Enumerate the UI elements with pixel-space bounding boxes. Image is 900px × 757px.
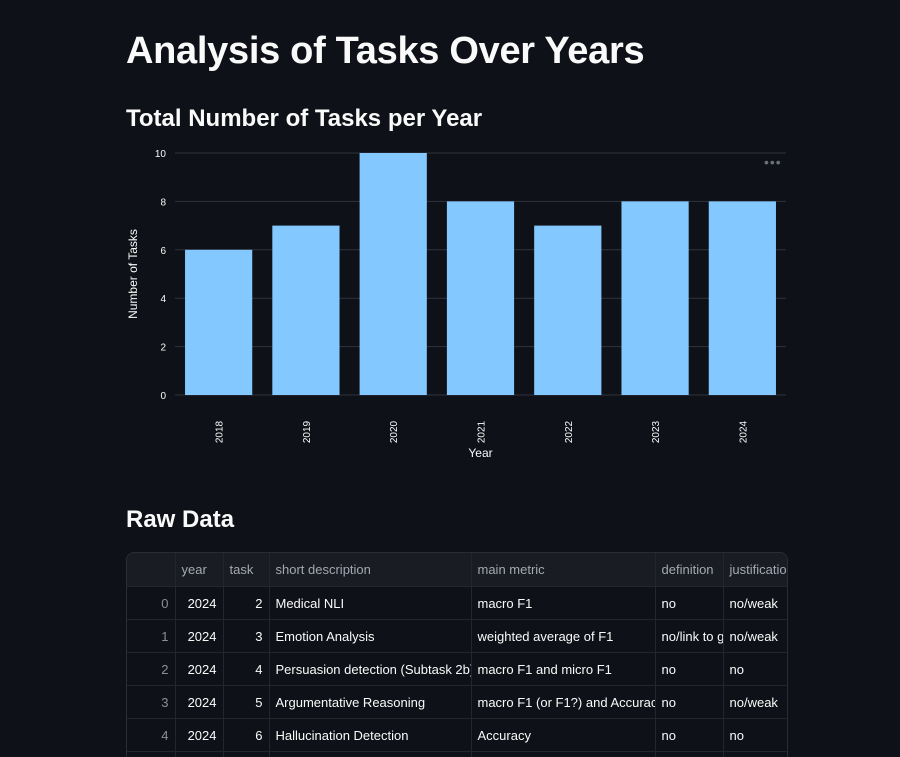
table-cell[interactable]: 5 — [223, 685, 270, 719]
table-cell[interactable]: 2024 — [175, 652, 224, 686]
x-tick-label: 2020 — [389, 420, 400, 443]
y-tick-label: 6 — [160, 246, 166, 257]
page-title: Analysis of Tasks Over Years — [126, 30, 645, 72]
table-cell[interactable]: 2 — [223, 586, 270, 620]
table-cell[interactable]: 2024 — [175, 718, 224, 752]
y-tick-label: 4 — [160, 294, 166, 305]
x-tick-label: 2022 — [564, 420, 575, 443]
y-axis-label: Number of Tasks — [126, 229, 140, 319]
bar-2020 — [359, 153, 427, 395]
table-cell[interactable]: macro F1 (or F1?) and Accuracy — [471, 685, 656, 719]
bar-2024 — [708, 201, 776, 395]
table-cell[interactable] — [269, 751, 472, 757]
bar-2019 — [272, 225, 340, 395]
table-row[interactable]: 1 2024 3 Emotion Analysis weighted average o… — [127, 619, 787, 653]
table-row[interactable]: 5 — [127, 751, 787, 757]
y-tick-label: 8 — [160, 197, 166, 208]
bar-2023 — [621, 201, 689, 395]
table-cell[interactable] — [723, 751, 787, 757]
row-index[interactable]: 4 — [127, 718, 176, 752]
column-header[interactable]: justification — [723, 553, 787, 587]
x-axis-label: Year — [468, 446, 492, 460]
chart-section-title: Total Number of Tasks per Year — [126, 105, 483, 132]
table-cell[interactable]: no — [723, 718, 787, 752]
bar-2021 — [446, 201, 515, 395]
table-cell[interactable]: 2024 — [175, 586, 224, 620]
column-header[interactable]: short description — [269, 553, 472, 587]
table-cell[interactable]: no — [655, 685, 724, 719]
table-cell[interactable]: 6 — [223, 718, 270, 752]
table-cell[interactable]: Hallucination Detection — [269, 718, 472, 752]
row-index[interactable]: 5 — [127, 751, 176, 757]
table-cell[interactable]: no — [655, 652, 724, 686]
table-row[interactable]: 2 2024 4 Persuasion detection (Subtask 2b) m… — [127, 652, 787, 686]
table-cell[interactable]: no/weak — [723, 685, 787, 719]
bar-2022 — [534, 225, 602, 395]
column-header[interactable] — [127, 553, 176, 587]
raw-data-table[interactable]: year task short description main metric defi… — [126, 552, 788, 757]
table-cell[interactable]: no — [655, 586, 724, 620]
bar-chart: 0 2 4 6 8 10 2018 2019 2020 2021 2022 2023 2024 Year N… — [126, 149, 786, 460]
table-cell[interactable]: 4 — [223, 652, 270, 686]
table-cell[interactable]: no/link to g — [655, 619, 724, 653]
table-cell[interactable]: weighted average of F1 — [471, 619, 656, 653]
data-table: year task short description main metric defi… — [127, 553, 787, 757]
table-cell[interactable]: no — [723, 652, 787, 686]
x-tick-label: 2021 — [477, 420, 488, 443]
table-cell[interactable]: 3 — [223, 619, 270, 653]
table-cell[interactable]: Accuracy — [471, 718, 656, 752]
table-cell[interactable]: Medical NLI — [269, 586, 472, 620]
row-index[interactable]: 2 — [127, 652, 176, 686]
column-header[interactable]: year — [175, 553, 224, 587]
table-cell[interactable]: no — [655, 718, 724, 752]
table-cell[interactable]: Argumentative Reasoning — [269, 685, 472, 719]
table-cell[interactable] — [471, 751, 656, 757]
y-tick-label: 2 — [160, 343, 166, 354]
table-cell[interactable]: Emotion Analysis — [269, 619, 472, 653]
table-cell[interactable]: macro F1 — [471, 586, 656, 620]
x-tick-label: 2018 — [215, 420, 226, 443]
table-cell[interactable] — [655, 751, 724, 757]
more-horizontal-icon[interactable]: ••• — [764, 154, 782, 170]
row-index[interactable]: 3 — [127, 685, 176, 719]
row-index[interactable]: 1 — [127, 619, 176, 653]
raw-data-title: Raw Data — [126, 506, 235, 533]
column-header[interactable]: task — [223, 553, 270, 587]
table-cell[interactable]: Persuasion detection (Subtask 2b) — [269, 652, 472, 686]
bar-2018 — [185, 249, 253, 395]
table-cell[interactable]: no/weak — [723, 586, 787, 620]
table-cell[interactable]: 2024 — [175, 619, 224, 653]
column-header[interactable]: definition — [655, 553, 724, 587]
table-row[interactable]: 4 2024 6 Hallucination Detection Accuracy no n… — [127, 718, 787, 752]
table-cell[interactable]: macro F1 and micro F1 — [471, 652, 656, 686]
table-cell[interactable]: no/weak — [723, 619, 787, 653]
x-tick-label: 2023 — [651, 420, 662, 443]
table-row[interactable]: 0 2024 2 Medical NLI macro F1 no no/weak — [127, 586, 787, 620]
column-header[interactable]: main metric — [471, 553, 656, 587]
row-index[interactable]: 0 — [127, 586, 176, 620]
table-cell[interactable] — [175, 751, 224, 757]
table-cell[interactable]: 2024 — [175, 685, 224, 719]
table-cell[interactable] — [223, 751, 270, 757]
x-tick-label: 2024 — [738, 420, 749, 443]
table-header-row: year task short description main metric defi… — [127, 553, 787, 587]
x-tick-label: 2019 — [302, 420, 313, 443]
table-row[interactable]: 3 2024 5 Argumentative Reasoning macro F1 (o… — [127, 685, 787, 719]
y-tick-label: 10 — [155, 149, 167, 160]
y-tick-label: 0 — [160, 391, 166, 402]
